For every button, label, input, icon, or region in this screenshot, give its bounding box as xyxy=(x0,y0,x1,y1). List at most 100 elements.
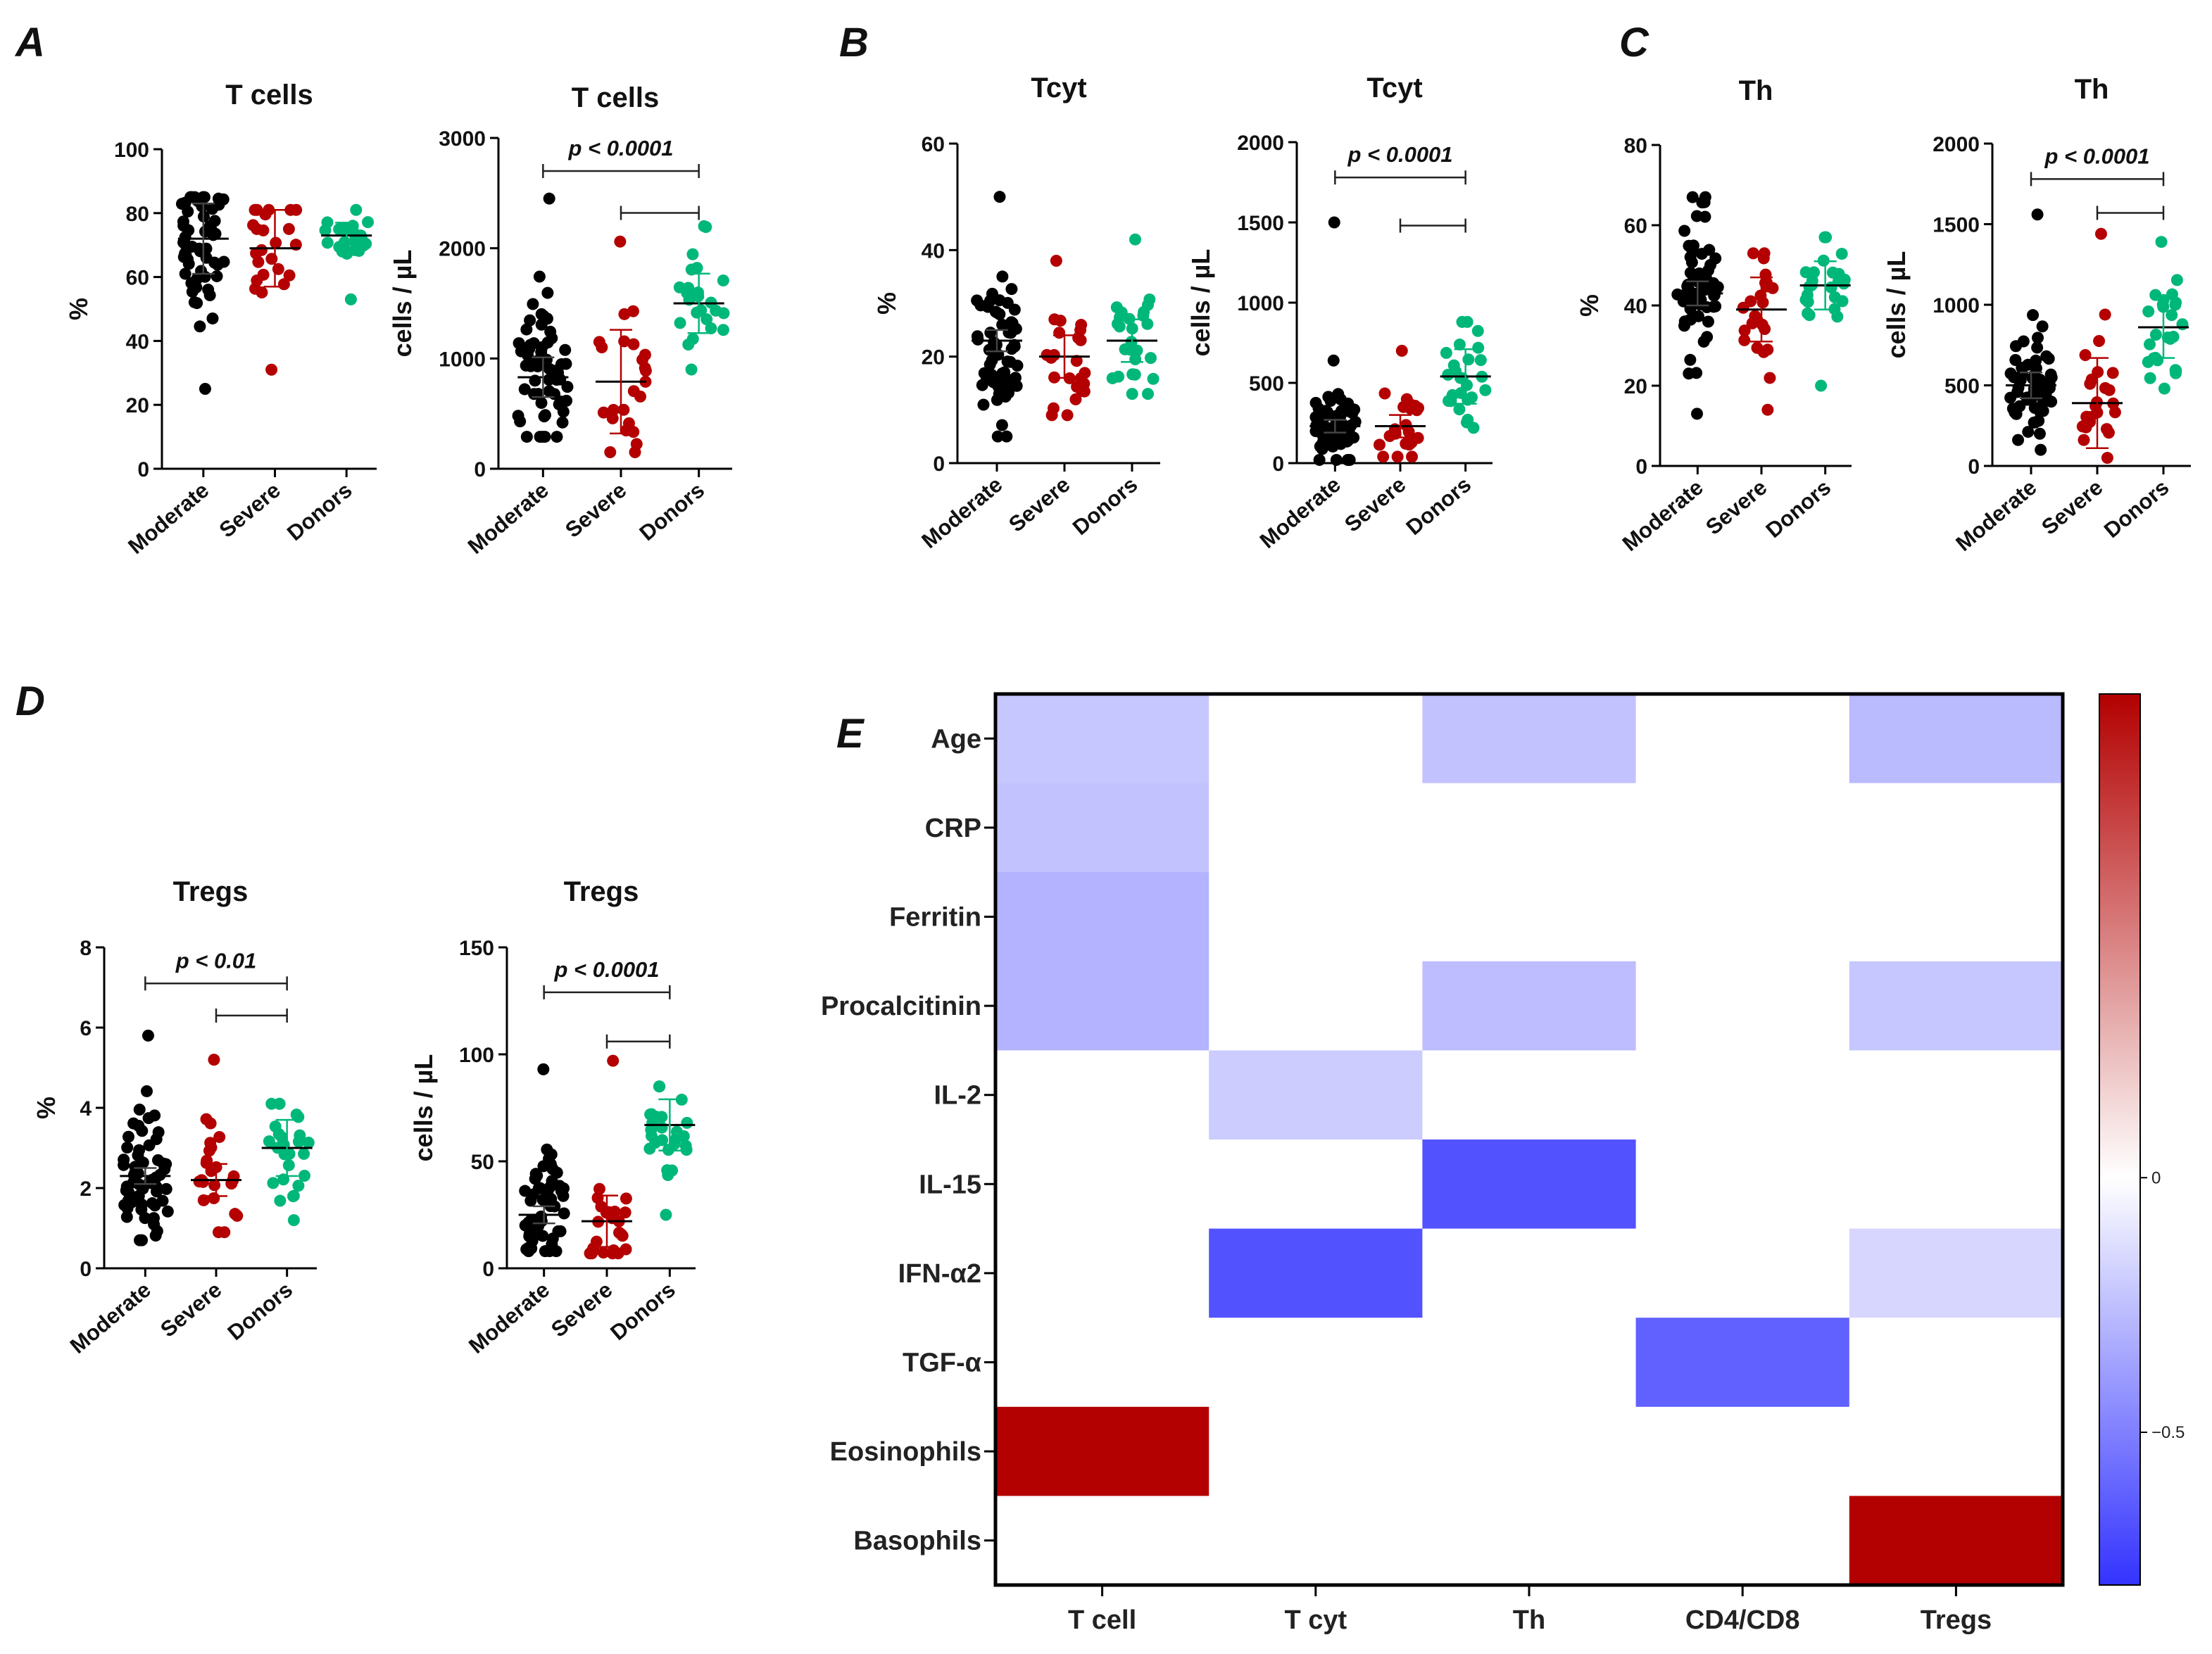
scatter-panel-b2: Tcyt 0 500 1000 1500 2000 cells / µL ModerateSe… xyxy=(1186,72,1493,553)
y-tick-label: 3000 xyxy=(439,127,486,151)
y-tick-label: 2000 xyxy=(1237,132,1284,155)
data-point xyxy=(287,1214,300,1227)
y-tick-label: 2000 xyxy=(439,238,486,261)
data-point xyxy=(536,1230,549,1242)
data-point xyxy=(717,274,729,287)
data-point xyxy=(660,1208,672,1221)
data-point xyxy=(1400,437,1412,450)
data-point xyxy=(584,1247,596,1260)
data-point xyxy=(2155,236,2168,248)
y-axis-label: % xyxy=(32,1097,61,1119)
data-point xyxy=(560,394,573,407)
data-point xyxy=(1069,393,1082,405)
heatmap-cell-tgf-α-t-cyt xyxy=(1209,1318,1423,1408)
heatmap-cell-il-15-cd4-cd8 xyxy=(1635,1140,1850,1230)
data-point xyxy=(344,293,357,305)
data-point xyxy=(2036,320,2049,333)
data-point xyxy=(1479,384,1492,396)
group-donors xyxy=(319,203,375,305)
data-point xyxy=(269,1120,282,1133)
data-point xyxy=(212,1226,225,1239)
colorbar xyxy=(2099,693,2141,1586)
data-point xyxy=(298,1147,310,1160)
data-point xyxy=(1007,320,1019,332)
data-point xyxy=(527,298,539,310)
y-tick-label: 0 xyxy=(482,1258,494,1281)
category-label-severe: Severe xyxy=(1340,472,1410,537)
col-label-t-cell: T cell xyxy=(1068,1605,1136,1635)
data-point xyxy=(545,1148,558,1161)
y-tick-label: 0 xyxy=(474,458,486,481)
data-point xyxy=(1391,450,1404,463)
data-point xyxy=(2011,386,2024,398)
heatmap-cell-age-th xyxy=(1422,694,1637,784)
heatmap-cell-tgf-α-tregs xyxy=(1849,1318,2063,1408)
data-point xyxy=(160,1158,172,1170)
data-point xyxy=(1453,403,1466,416)
data-point xyxy=(2101,452,2113,465)
panel-title: Th xyxy=(1739,75,1773,106)
y-tick-label: 8 xyxy=(80,937,92,960)
data-point xyxy=(177,251,190,263)
data-point xyxy=(2032,332,2044,344)
data-point xyxy=(206,312,219,324)
data-point xyxy=(200,1156,213,1169)
data-point xyxy=(1471,324,1484,337)
data-point xyxy=(608,1206,621,1218)
row-label-il-15: IL-15 xyxy=(919,1170,981,1199)
data-point xyxy=(670,1125,683,1138)
data-point xyxy=(2149,328,2162,341)
data-point xyxy=(1074,334,1087,346)
data-point xyxy=(252,255,265,268)
y-tick-label: 1500 xyxy=(1237,212,1284,235)
group-donors xyxy=(643,1080,696,1221)
heatmap-cell-il-2-tregs xyxy=(1849,1050,2063,1140)
data-point xyxy=(2037,393,2049,405)
data-point xyxy=(149,1229,162,1242)
panel-title: Tcyt xyxy=(1031,72,1086,103)
heatmap-cell-ifn-α2-t-cell xyxy=(995,1228,1209,1318)
data-point xyxy=(263,1135,275,1148)
y-tick-label: 0 xyxy=(1968,455,1980,479)
data-point xyxy=(1126,388,1138,400)
data-point xyxy=(208,1192,220,1204)
data-point xyxy=(991,306,1003,319)
data-point xyxy=(615,1228,627,1241)
data-point xyxy=(1378,387,1391,400)
data-point xyxy=(2078,434,2090,446)
data-point xyxy=(1833,274,1845,287)
data-point xyxy=(1678,225,1691,237)
data-point xyxy=(1447,359,1460,372)
y-tick-label: 2000 xyxy=(1933,133,1980,156)
heatmap-cell-crp-th xyxy=(1422,783,1637,873)
data-point xyxy=(142,1029,154,1042)
data-point xyxy=(523,343,536,355)
data-point xyxy=(199,383,211,395)
data-point xyxy=(1322,391,1335,403)
data-point xyxy=(597,406,610,419)
scatter-panel-a2: T cells 0 1000 2000 3000 cells / µL Moderate Se… xyxy=(388,82,732,559)
data-point xyxy=(160,1182,172,1195)
data-point xyxy=(1045,351,1057,364)
data-point xyxy=(1806,274,1818,287)
data-point xyxy=(656,1134,669,1147)
data-point xyxy=(1702,315,1714,328)
group-donors xyxy=(1799,231,1851,392)
data-point xyxy=(1324,434,1336,447)
data-point xyxy=(1699,191,1711,203)
data-point xyxy=(554,1225,567,1237)
data-point xyxy=(121,1202,134,1215)
panel-title: T cells xyxy=(225,80,313,111)
category-label-donors: Donors xyxy=(605,1277,680,1346)
data-point xyxy=(273,1097,286,1110)
data-point xyxy=(217,193,230,206)
group-donors xyxy=(1440,315,1492,434)
data-point xyxy=(188,296,201,308)
data-point xyxy=(2031,208,2044,221)
group-moderate xyxy=(1671,191,1724,420)
data-point xyxy=(140,1085,153,1097)
data-point xyxy=(978,367,991,379)
y-axis-label: % xyxy=(64,298,93,320)
